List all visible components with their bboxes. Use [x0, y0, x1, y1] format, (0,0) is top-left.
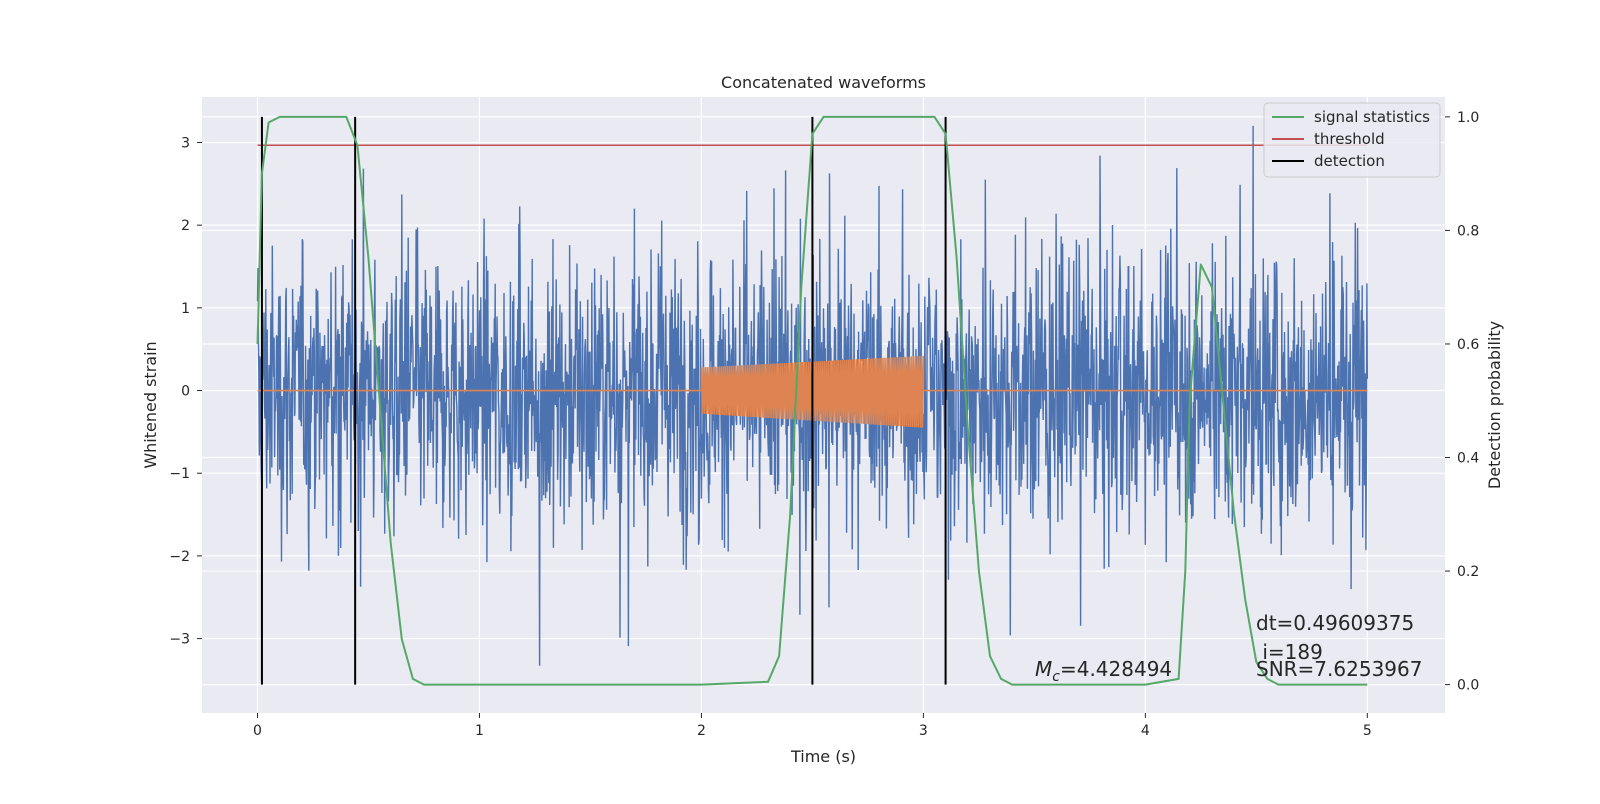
x-axis-label: Time (s)	[790, 747, 856, 766]
dt-annotation: dt=0.49609375	[1256, 611, 1414, 635]
y-tick-label-1: −2	[169, 549, 190, 565]
legend-label-detection: detection	[1314, 152, 1385, 170]
index-annotation: i=189	[1256, 640, 1323, 664]
y-tick-label-2: −1	[169, 466, 190, 482]
snr-annotation: SNR=7.6253967	[1256, 657, 1422, 681]
chirp-mass-value: =4.428494	[1060, 657, 1172, 681]
x-tick-label-4: 4	[1141, 723, 1150, 739]
y2-tick-label-2: 0.4	[1457, 451, 1479, 467]
y-tick-label-5: 2	[181, 218, 190, 234]
y2-tick-label-0: 0.0	[1457, 678, 1479, 694]
legend: signal statistics threshold detection	[1263, 102, 1441, 178]
chirp-mass-annotation: Mc=4.428494	[1035, 657, 1172, 685]
x-tick-label-5: 5	[1363, 723, 1372, 739]
y2-axis-label: Detection probability	[1485, 321, 1504, 489]
x-tick-label-3: 3	[919, 723, 928, 739]
y2-tick-label-3: 0.6	[1457, 337, 1479, 353]
x-tick-label-0: 0	[253, 723, 262, 739]
x-tick-label-2: 2	[697, 723, 706, 739]
legend-box	[1263, 102, 1441, 178]
axes-layer: 0 1 2 3 4 5 −3 −2 −1 0 1 2 3 0.0 0.2 0.4 0.6 0.8 1.0	[169, 110, 1479, 739]
data-layer	[256, 115, 1368, 686]
y2-tick-label-4: 0.8	[1457, 223, 1479, 239]
y-tick-label-0: −3	[169, 632, 190, 648]
series-signal-statistics	[256, 115, 1368, 686]
y-axis-label: Whitened strain	[141, 341, 160, 468]
y2-tick-label-1: 0.2	[1457, 564, 1479, 580]
y-tick-label-6: 3	[181, 135, 190, 151]
y2-tick-label-5: 1.0	[1457, 110, 1479, 126]
chart-title: Concatenated waveforms	[721, 73, 926, 92]
x-tick-label-1: 1	[475, 723, 484, 739]
y-tick-label-3: 0	[181, 384, 190, 400]
legend-label-threshold: threshold	[1314, 130, 1385, 148]
y-tick-label-4: 1	[181, 301, 190, 317]
legend-label-signal-statistics: signal statistics	[1314, 108, 1430, 126]
